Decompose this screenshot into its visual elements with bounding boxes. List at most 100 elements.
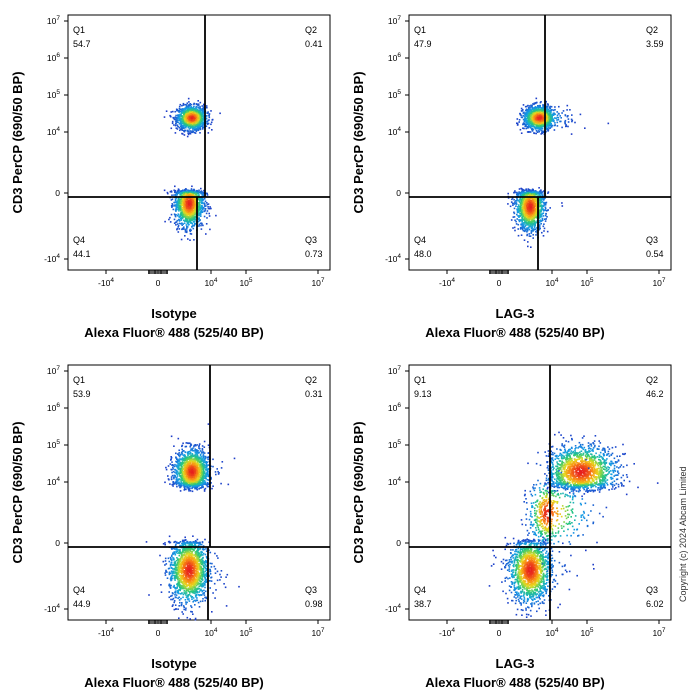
data-point bbox=[535, 194, 537, 196]
data-point bbox=[542, 124, 545, 126]
data-point bbox=[561, 205, 564, 207]
data-point bbox=[193, 205, 196, 208]
data-point bbox=[542, 212, 545, 214]
data-point bbox=[175, 119, 178, 121]
data-point bbox=[194, 112, 197, 115]
data-point bbox=[517, 206, 519, 208]
data-point bbox=[208, 212, 210, 215]
data-point bbox=[174, 185, 176, 188]
data-point bbox=[552, 119, 554, 122]
data-point bbox=[174, 191, 176, 194]
data-point bbox=[542, 117, 544, 119]
data-point bbox=[190, 201, 193, 203]
data-point bbox=[179, 118, 181, 121]
data-point bbox=[526, 112, 528, 114]
data-point bbox=[175, 221, 178, 223]
data-point bbox=[524, 112, 526, 115]
data-point bbox=[181, 125, 183, 128]
data-point bbox=[177, 208, 180, 210]
data-point bbox=[523, 199, 526, 202]
data-point bbox=[540, 208, 543, 211]
data-point bbox=[192, 203, 194, 205]
data-point bbox=[546, 110, 548, 112]
data-point bbox=[189, 193, 192, 196]
data-point bbox=[546, 128, 549, 130]
data-point bbox=[187, 121, 189, 124]
data-point bbox=[194, 119, 197, 121]
data-point bbox=[183, 212, 186, 214]
data-point bbox=[526, 113, 528, 116]
data-point bbox=[175, 203, 178, 206]
data-point bbox=[184, 219, 187, 221]
data-point bbox=[525, 203, 527, 205]
data-point bbox=[175, 207, 178, 209]
data-point bbox=[534, 117, 537, 120]
data-point bbox=[181, 215, 184, 217]
data-point bbox=[192, 212, 194, 214]
data-point bbox=[525, 108, 528, 111]
data-point bbox=[193, 214, 196, 216]
data-point bbox=[181, 217, 183, 219]
data-point bbox=[185, 126, 187, 129]
data-point bbox=[527, 109, 529, 111]
data-point bbox=[172, 110, 174, 113]
data-point bbox=[536, 121, 539, 124]
data-point bbox=[547, 130, 549, 132]
data-point bbox=[533, 122, 535, 125]
data-point bbox=[190, 109, 192, 112]
data-point bbox=[194, 129, 197, 131]
data-point bbox=[177, 231, 180, 233]
data-point bbox=[566, 109, 568, 111]
data-point bbox=[181, 224, 183, 226]
data-point bbox=[193, 210, 196, 213]
y-tick-label: -104 bbox=[44, 253, 60, 264]
data-point bbox=[548, 113, 550, 115]
data-point bbox=[200, 192, 202, 195]
data-point bbox=[180, 197, 182, 200]
data-point bbox=[517, 223, 520, 226]
data-point bbox=[522, 203, 524, 205]
data-point bbox=[183, 130, 185, 132]
data-point bbox=[534, 102, 537, 105]
quadrant-name-q1: Q1 bbox=[73, 25, 85, 35]
data-point bbox=[202, 208, 204, 211]
data-point bbox=[530, 116, 533, 118]
data-point bbox=[176, 206, 179, 209]
data-point bbox=[517, 207, 520, 210]
data-point bbox=[523, 216, 526, 219]
data-point bbox=[175, 224, 177, 226]
data-point bbox=[184, 231, 187, 233]
data-point bbox=[549, 109, 551, 112]
data-point bbox=[187, 120, 189, 122]
data-point bbox=[512, 216, 515, 218]
data-point bbox=[528, 199, 531, 201]
data-point bbox=[203, 117, 205, 119]
data-point bbox=[547, 127, 550, 129]
data-point bbox=[545, 113, 548, 115]
data-point bbox=[195, 103, 198, 105]
data-point bbox=[192, 215, 194, 218]
data-point bbox=[193, 108, 196, 111]
data-point bbox=[550, 122, 552, 125]
data-point bbox=[607, 122, 610, 125]
data-point bbox=[536, 106, 538, 109]
data-point bbox=[178, 218, 180, 221]
data-point bbox=[541, 126, 543, 128]
data-point bbox=[204, 203, 206, 206]
data-point bbox=[188, 101, 190, 103]
data-point bbox=[178, 111, 180, 113]
data-point bbox=[196, 127, 198, 130]
data-point bbox=[519, 192, 522, 195]
data-point bbox=[197, 122, 200, 124]
data-point bbox=[189, 208, 192, 211]
data-point bbox=[567, 121, 570, 123]
data-point bbox=[541, 109, 544, 112]
data-point bbox=[534, 115, 536, 118]
data-point bbox=[187, 207, 190, 210]
data-point bbox=[534, 204, 537, 206]
data-point bbox=[546, 105, 549, 108]
data-point bbox=[561, 112, 563, 114]
data-point bbox=[186, 106, 189, 108]
data-point bbox=[190, 222, 193, 224]
data-point bbox=[191, 222, 194, 225]
